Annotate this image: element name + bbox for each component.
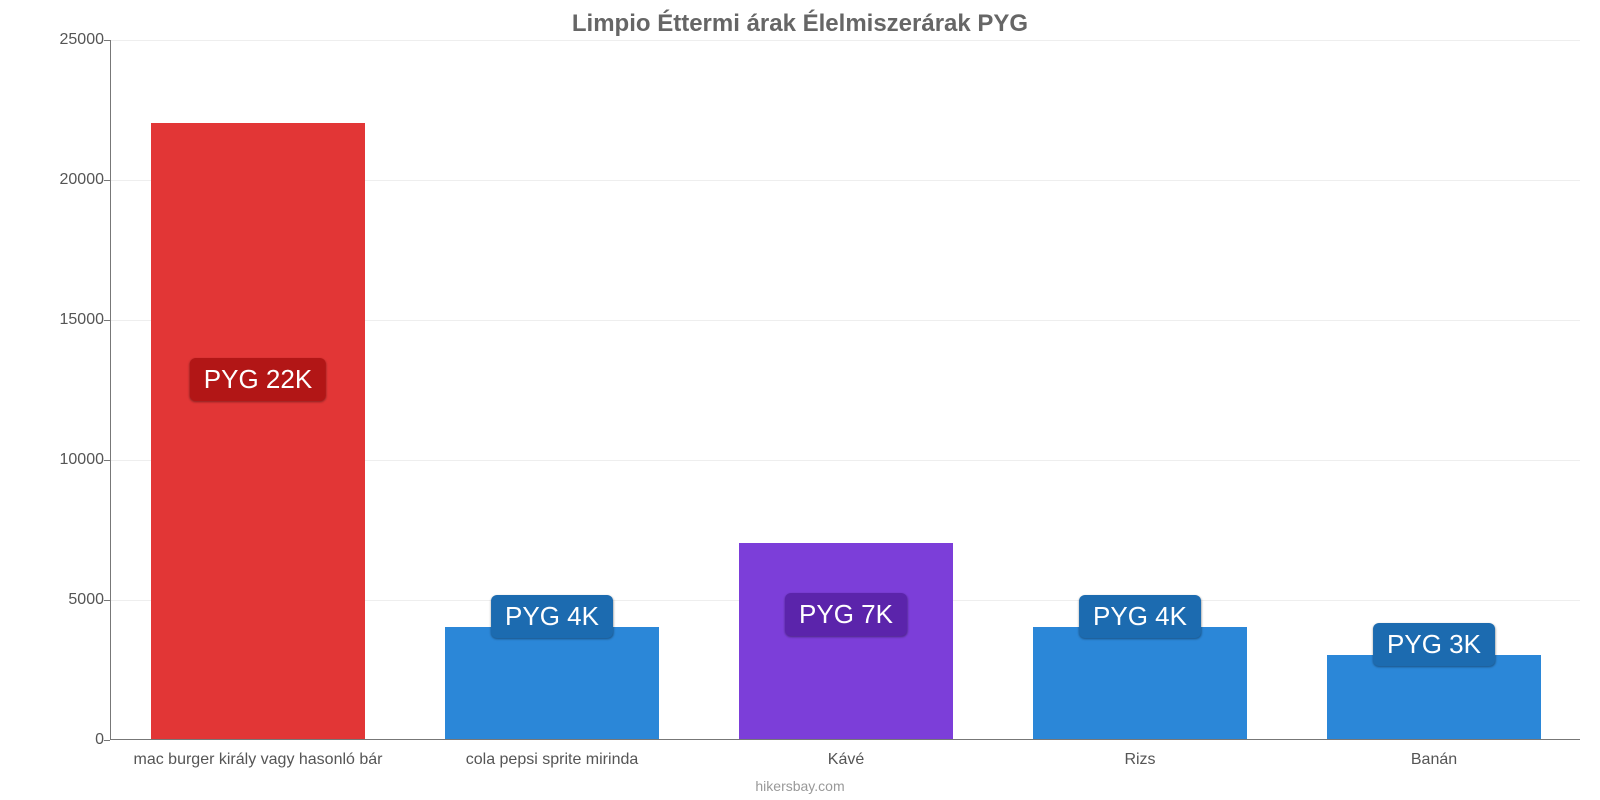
- price-bar-chart: Limpio Éttermi árak Élelmiszerárak PYG P…: [0, 0, 1600, 800]
- chart-attribution: hikersbay.com: [0, 778, 1600, 794]
- bar-value-label: PYG 4K: [491, 595, 613, 638]
- y-tick-mark: [104, 740, 110, 741]
- y-tick-label: 20000: [60, 171, 105, 189]
- chart-title: Limpio Éttermi árak Élelmiszerárak PYG: [0, 10, 1600, 38]
- bar-group: PYG 4K: [1033, 40, 1248, 739]
- y-tick-label: 0: [95, 731, 104, 749]
- bar[interactable]: PYG 4K: [445, 627, 660, 739]
- bar-value-label: PYG 3K: [1373, 623, 1495, 666]
- bar[interactable]: PYG 7K: [739, 543, 954, 739]
- bar-value-label: PYG 4K: [1079, 595, 1201, 638]
- bar[interactable]: PYG 3K: [1327, 655, 1542, 739]
- plot-area: PYG 22Kmac burger király vagy hasonló bá…: [110, 40, 1580, 740]
- bar-group: PYG 7K: [739, 40, 954, 739]
- y-tick-label: 10000: [60, 451, 105, 469]
- bar-value-label: PYG 7K: [785, 593, 907, 636]
- y-tick-label: 25000: [60, 31, 105, 49]
- y-tick-mark: [104, 460, 110, 461]
- bar-group: PYG 3K: [1327, 40, 1542, 739]
- y-tick-mark: [104, 320, 110, 321]
- bar-value-label: PYG 22K: [190, 358, 326, 401]
- y-tick-label: 15000: [60, 311, 105, 329]
- y-tick-mark: [104, 600, 110, 601]
- bar-group: PYG 4K: [445, 40, 660, 739]
- x-tick-label: cola pepsi sprite mirinda: [466, 751, 639, 769]
- y-tick-mark: [104, 40, 110, 41]
- bar-group: PYG 22K: [151, 40, 366, 739]
- x-tick-label: Rizs: [1124, 751, 1155, 769]
- x-tick-label: Banán: [1411, 751, 1457, 769]
- bar[interactable]: PYG 22K: [151, 123, 366, 739]
- y-tick-label: 5000: [68, 591, 104, 609]
- y-tick-mark: [104, 180, 110, 181]
- x-tick-label: mac burger király vagy hasonló bár: [133, 751, 382, 769]
- bar[interactable]: PYG 4K: [1033, 627, 1248, 739]
- x-tick-label: Kávé: [828, 751, 864, 769]
